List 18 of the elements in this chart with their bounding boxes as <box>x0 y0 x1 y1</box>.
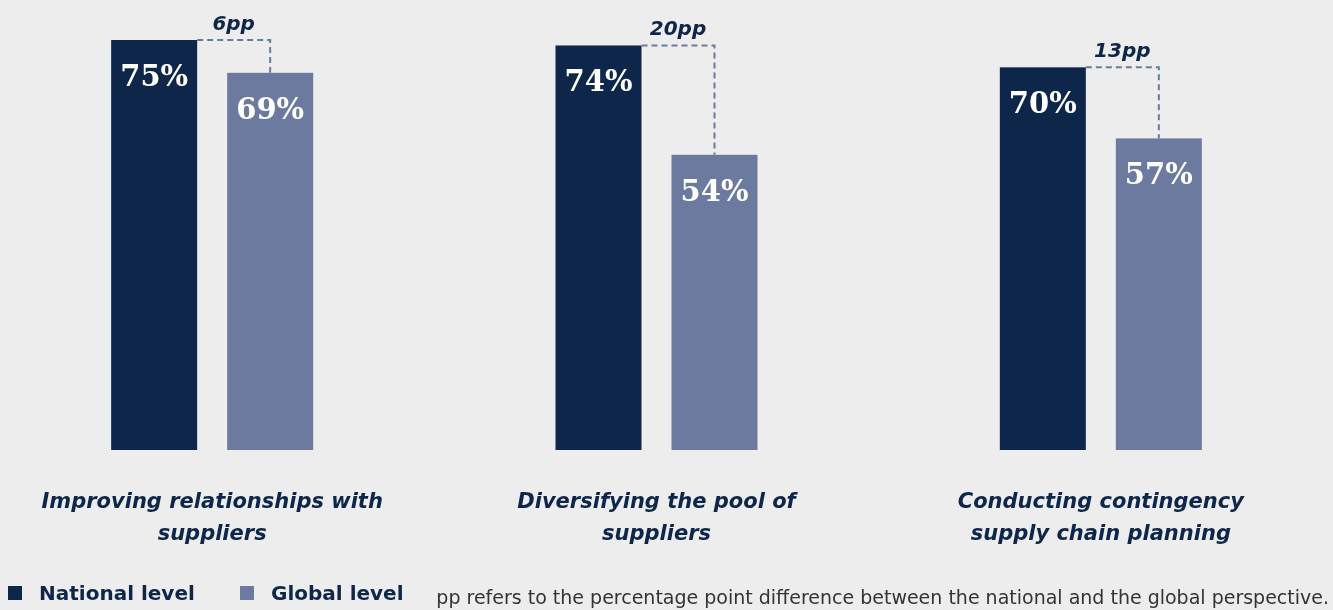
legend-label: Global level <box>271 581 404 605</box>
text: 6pp <box>212 11 255 35</box>
bar <box>555 45 642 450</box>
x-tick-label: Diversifying the pool of suppliers <box>517 489 799 545</box>
data-label: 54% <box>680 173 749 208</box>
bar <box>111 40 198 450</box>
annotation: 20pp <box>649 16 707 41</box>
data-label: 70% <box>1008 86 1077 121</box>
text: pp refers to the percentage point difference between the national and the global perspective. <box>436 586 1329 608</box>
bar <box>999 67 1086 450</box>
annotation: 13pp <box>1094 38 1151 63</box>
data-label: 74% <box>564 64 633 99</box>
legend-label: National level <box>39 581 195 605</box>
x-tick-label: Conducting contingency supply chain planning <box>957 489 1246 545</box>
x-tick-label: Improving relationships with suppliers <box>41 489 383 545</box>
data-label: 57% <box>1124 157 1193 192</box>
data-label: 69% <box>236 91 305 126</box>
data-label: 75% <box>120 59 189 93</box>
